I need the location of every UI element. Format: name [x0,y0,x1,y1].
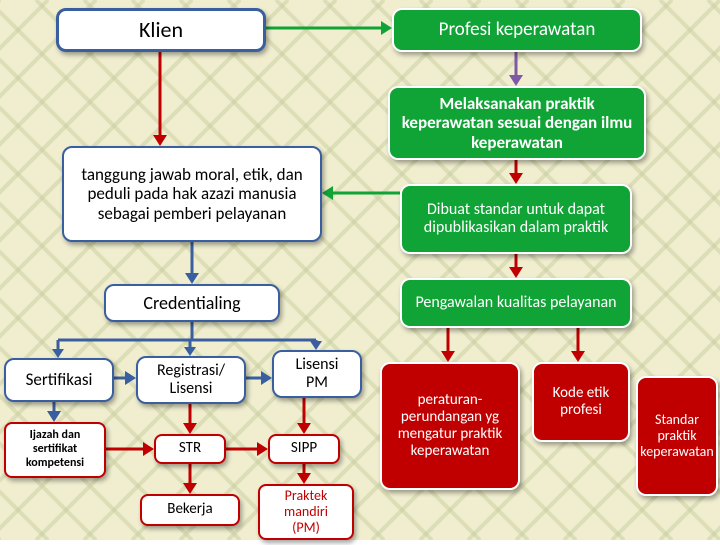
box-tanggung: tanggung jawab moral, etik, dan peduli p… [62,146,322,242]
box-profesi: Profesi keperawatan [392,8,642,52]
box-credentialing: Credentialing [104,284,280,322]
box-ijazah: Ijazah dan sertifikat kompetensi [4,422,106,478]
box-dibuat: Dibuat standar untuk dapat dipublikasika… [400,184,632,254]
box-pengawalan: Pengawalan kualitas pelayanan [400,278,632,328]
credentialing-branch [0,0,720,540]
box-lisensi_pm: Lisensi PM [272,350,362,398]
box-bekerja: Bekerja [140,494,240,526]
box-sertifikasi: Sertifikasi [4,358,114,402]
box-str: STR [154,434,226,464]
box-melaksanakan: Melaksanakan praktik keperawatan sesuai … [388,86,646,160]
box-kode_etik: Kode etik profesi [532,362,630,442]
box-klien: Klien [56,8,266,52]
box-sipp: SIPP [268,434,340,464]
box-registrasi: Registrasi/ Lisensi [136,356,246,404]
box-praktek: Praktek mandiri (PM) [258,484,354,540]
box-peraturan: peraturan-perundangan yg mengatur prakti… [380,362,520,490]
box-standar: Standar praktik keperawatan [636,376,718,496]
